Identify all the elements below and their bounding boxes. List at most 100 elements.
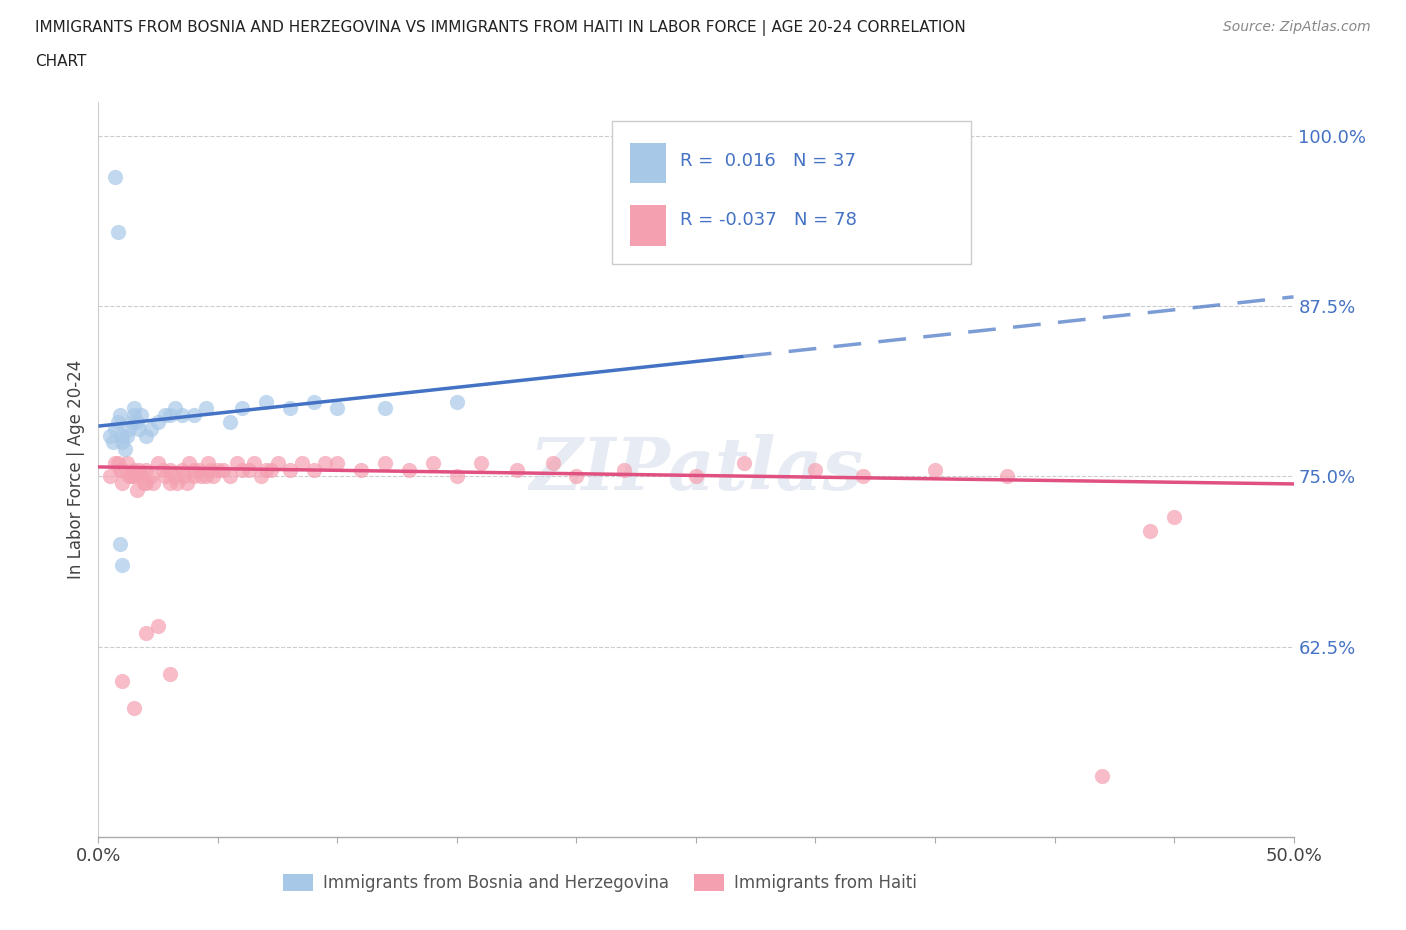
Point <box>159 476 181 491</box>
Point <box>176 476 198 491</box>
Point <box>124 462 146 477</box>
Point <box>111 476 134 491</box>
Point <box>118 421 141 436</box>
Point <box>398 462 420 477</box>
Point <box>446 469 468 484</box>
Point <box>924 462 946 477</box>
Point <box>1163 510 1185 525</box>
Point <box>733 456 755 471</box>
Point <box>104 421 127 436</box>
Point <box>1139 524 1161 538</box>
Y-axis label: In Labor Force | Age 20-24: In Labor Force | Age 20-24 <box>66 360 84 579</box>
Point <box>128 462 150 477</box>
Point <box>155 407 177 422</box>
Legend: Immigrants from Bosnia and Herzegovina, Immigrants from Haiti: Immigrants from Bosnia and Herzegovina, … <box>277 867 924 898</box>
Point <box>195 401 218 416</box>
Point <box>131 407 153 422</box>
Point <box>374 456 396 471</box>
Point <box>852 469 875 484</box>
Point <box>159 407 181 422</box>
Point <box>226 456 249 471</box>
Point <box>172 462 194 477</box>
FancyBboxPatch shape <box>613 121 972 264</box>
Point <box>202 469 225 484</box>
Point <box>139 469 162 484</box>
Point <box>254 462 277 477</box>
Point <box>541 456 564 471</box>
Point <box>135 462 157 477</box>
Point <box>187 462 209 477</box>
Point <box>804 462 827 477</box>
Point <box>148 456 170 471</box>
Text: Source: ZipAtlas.com: Source: ZipAtlas.com <box>1223 20 1371 34</box>
Text: ZIPatlas: ZIPatlas <box>529 434 863 505</box>
Point <box>302 462 325 477</box>
Point <box>238 462 260 477</box>
Point <box>124 469 146 484</box>
Point <box>163 469 186 484</box>
Point <box>207 462 229 477</box>
Point <box>107 224 129 239</box>
Point <box>183 407 205 422</box>
Point <box>278 462 301 477</box>
Point <box>132 476 155 491</box>
Point <box>135 626 157 641</box>
Point <box>565 469 588 484</box>
Point <box>278 401 301 416</box>
Point <box>200 462 222 477</box>
Text: CHART: CHART <box>35 54 87 69</box>
Point <box>315 456 337 471</box>
Point <box>231 401 253 416</box>
Point <box>163 401 186 416</box>
Point <box>172 407 194 422</box>
Point <box>613 462 636 477</box>
Point <box>111 462 134 477</box>
Point <box>108 462 131 477</box>
Point <box>101 435 124 450</box>
Point <box>470 456 492 471</box>
Point <box>506 462 529 477</box>
Point <box>111 557 134 572</box>
Point <box>259 462 281 477</box>
Point <box>115 456 138 471</box>
Point <box>121 469 143 484</box>
Point <box>135 428 157 443</box>
Point <box>374 401 396 416</box>
Point <box>254 394 277 409</box>
Text: R = -0.037   N = 78: R = -0.037 N = 78 <box>681 211 858 229</box>
Point <box>183 469 205 484</box>
Point <box>685 469 707 484</box>
Point <box>197 456 219 471</box>
Point <box>131 469 153 484</box>
Point <box>108 407 131 422</box>
Point <box>124 407 146 422</box>
Bar <box>630 206 666 246</box>
Point <box>291 456 314 471</box>
Point <box>98 469 122 484</box>
Point <box>326 401 349 416</box>
Point <box>159 666 181 681</box>
Point <box>104 456 127 471</box>
Point <box>190 469 212 484</box>
Point <box>124 700 146 715</box>
Point <box>155 469 177 484</box>
Point <box>173 469 195 484</box>
Text: R =  0.016   N = 37: R = 0.016 N = 37 <box>681 153 856 170</box>
Point <box>183 462 205 477</box>
Bar <box>630 142 666 183</box>
Point <box>125 483 148 498</box>
Point <box>243 456 266 471</box>
Point <box>195 469 218 484</box>
Point <box>250 469 273 484</box>
Point <box>179 456 201 471</box>
Point <box>995 469 1018 484</box>
Point <box>446 394 468 409</box>
Text: IMMIGRANTS FROM BOSNIA AND HERZEGOVINA VS IMMIGRANTS FROM HAITI IN LABOR FORCE |: IMMIGRANTS FROM BOSNIA AND HERZEGOVINA V… <box>35 20 966 36</box>
Point <box>166 476 188 491</box>
Point <box>219 415 242 430</box>
Point <box>108 537 131 551</box>
Point <box>159 462 181 477</box>
Point <box>326 456 349 471</box>
Point <box>302 394 325 409</box>
Point <box>148 415 170 430</box>
